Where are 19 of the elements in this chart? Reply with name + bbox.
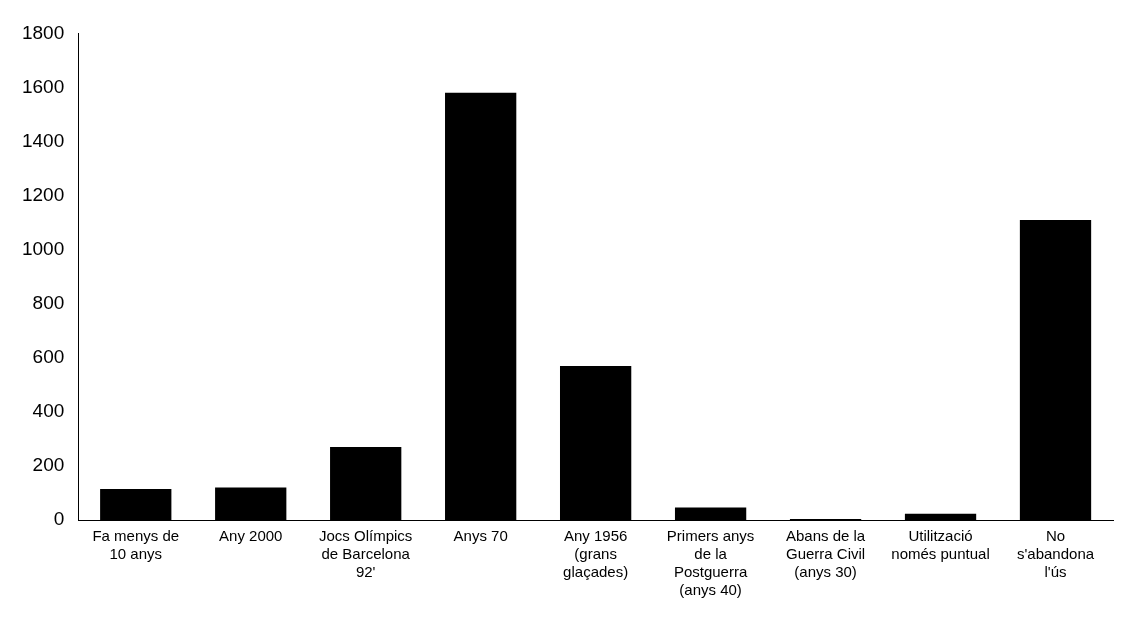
y-tick-label: 200 (32, 454, 65, 476)
y-tick-label: 600 (32, 346, 65, 368)
y-tick-label: 800 (32, 291, 65, 313)
y-tick-label: 0 (53, 508, 65, 530)
y-tick-label: 1000 (21, 237, 65, 259)
x-tick-label: No s'abandona l'ús (1016, 527, 1095, 581)
y-tick-label: 400 (32, 400, 65, 422)
x-tick-label: Jocs Olímpics de Barcelona 92' (319, 527, 413, 581)
x-tick-label: Any 1956 (grans glaçades) (563, 527, 629, 581)
x-tick-label: Primers anys de la Postguerra (anys 40) (666, 527, 755, 599)
x-tick-label: Fa menys de 10 anys (92, 527, 180, 563)
y-tick-label: 1600 (21, 75, 65, 97)
x-tick-label: Anys 70 (453, 527, 508, 545)
y-tick-label: 1200 (21, 183, 65, 205)
x-tick-label: Abans de la Guerra Civil (anys 30) (785, 527, 866, 581)
x-tick-label: Utilització només puntual (891, 527, 990, 563)
y-tick-label: 1400 (21, 129, 65, 151)
x-tick-label: Any 2000 (219, 527, 283, 545)
y-tick-label: 1800 (21, 21, 65, 43)
